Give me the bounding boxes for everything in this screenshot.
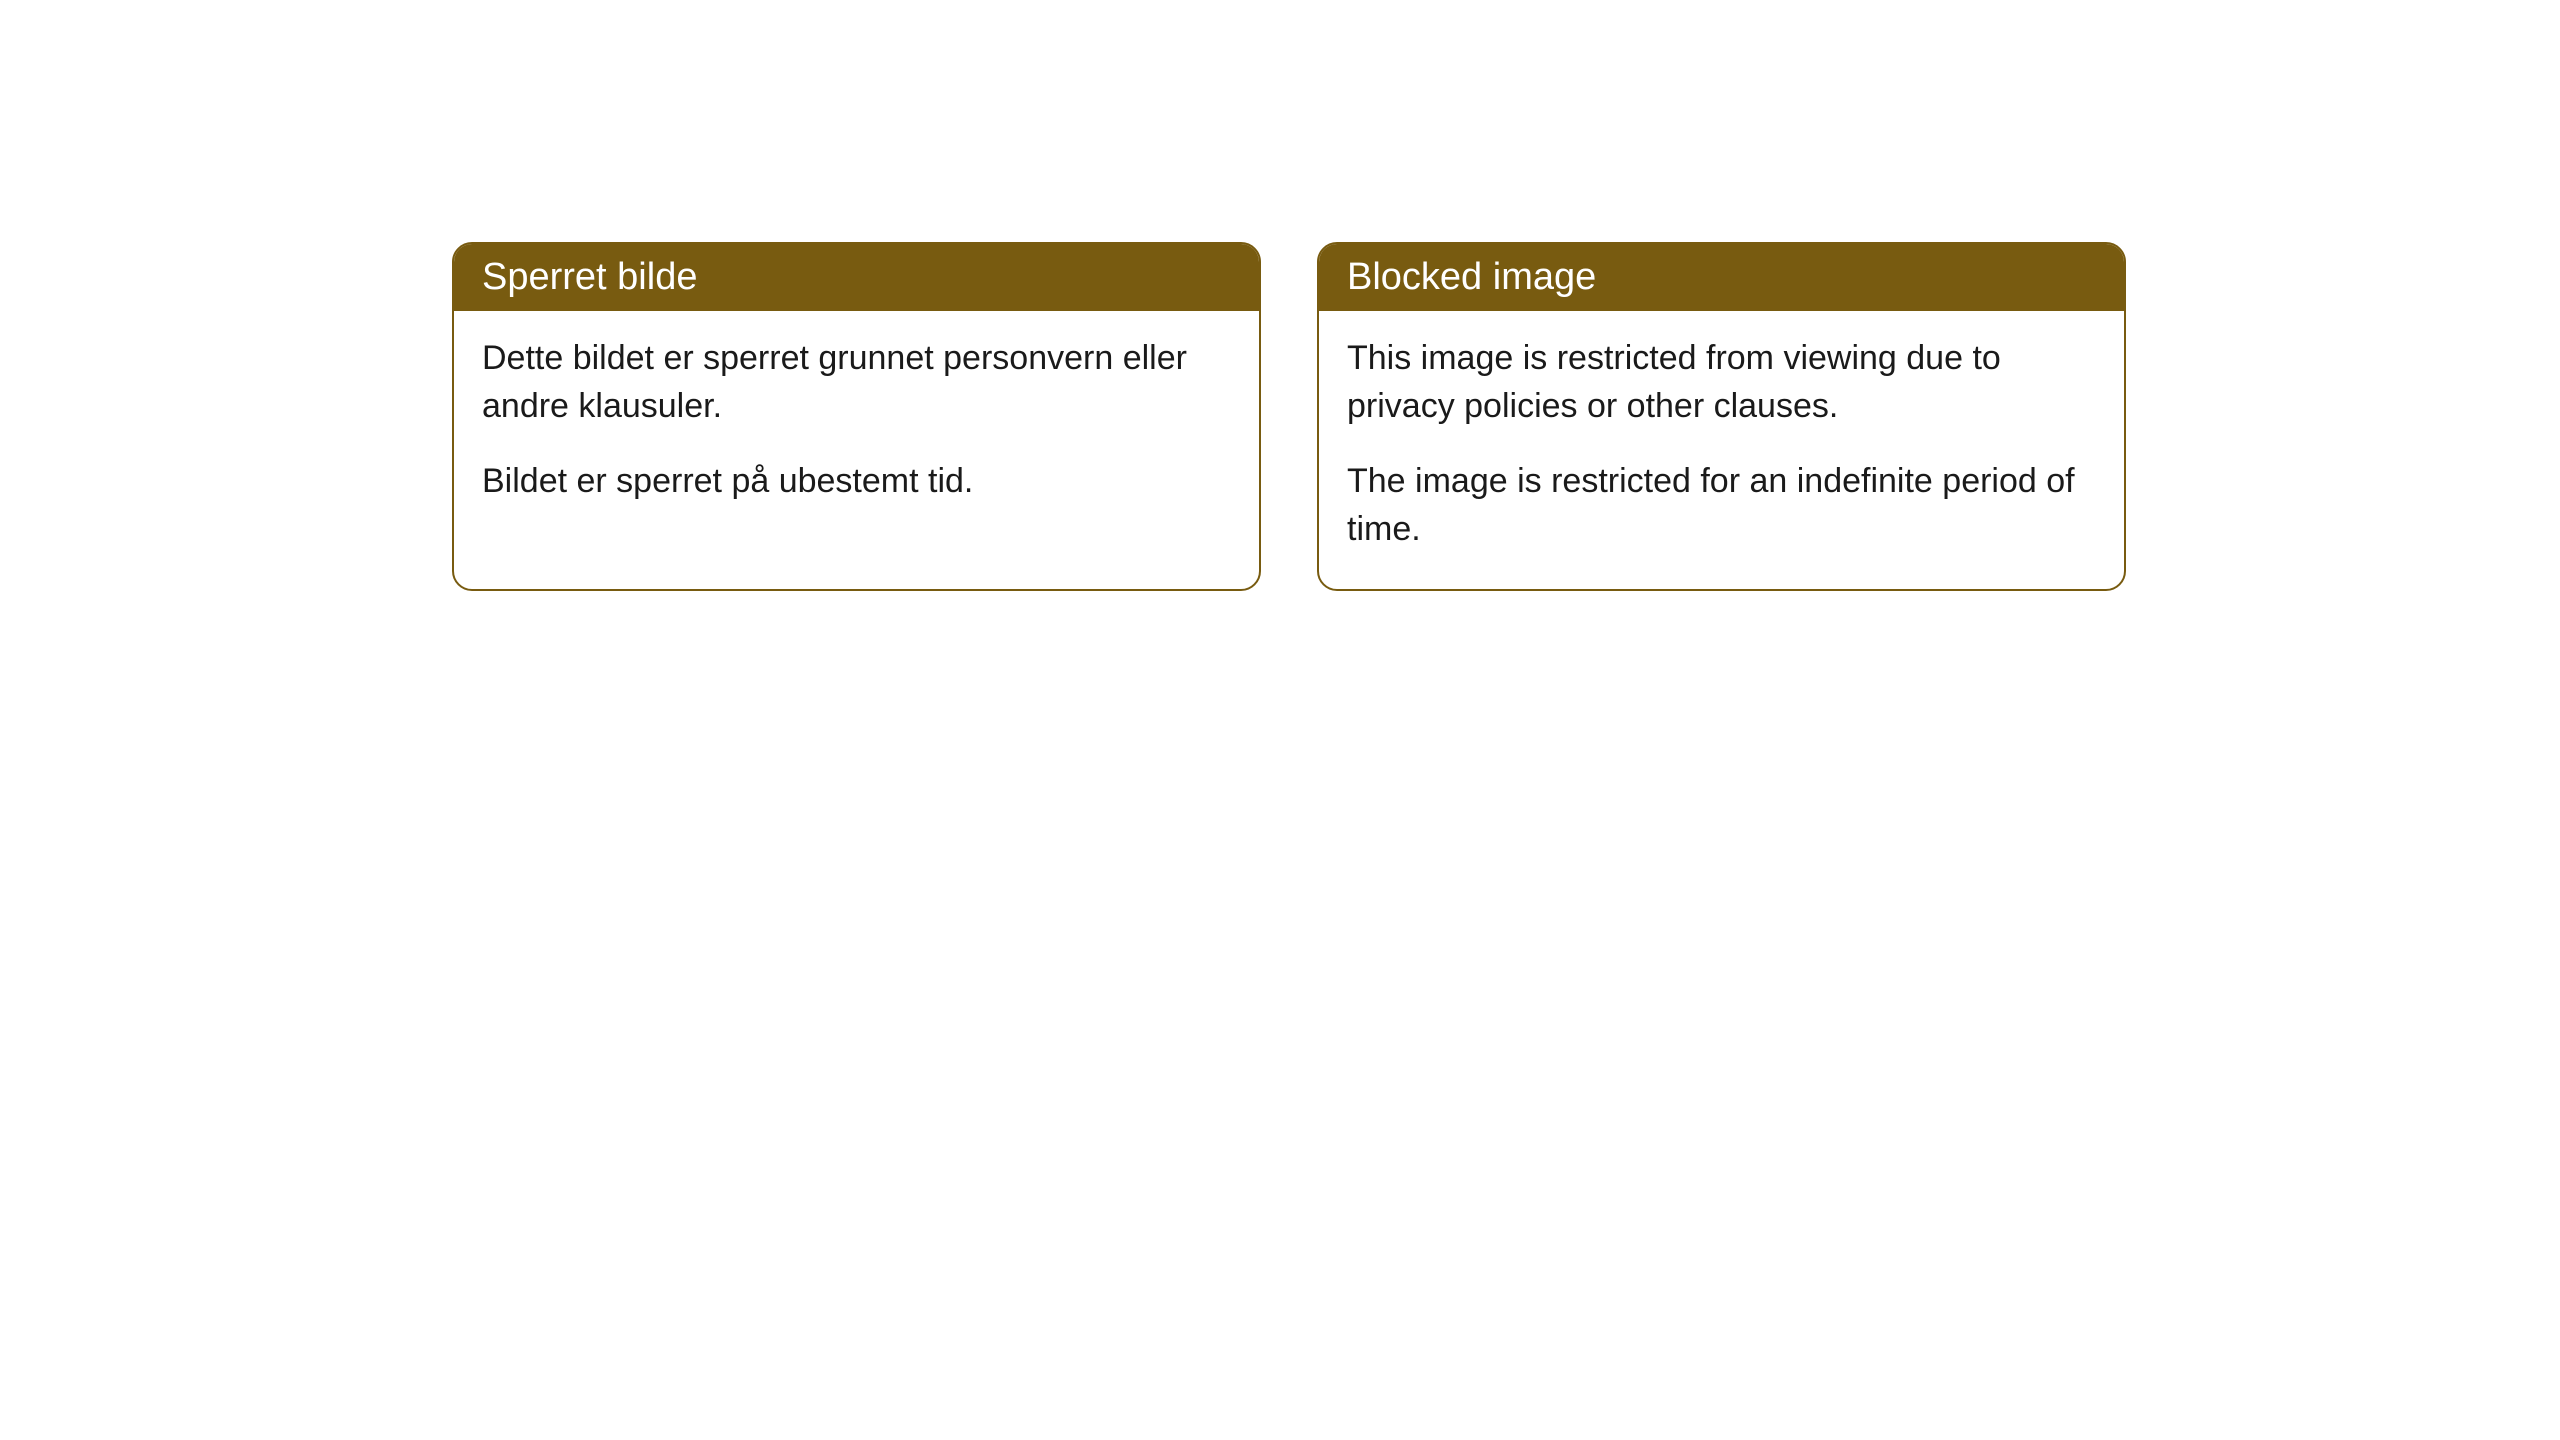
card-body-english: This image is restricted from viewing du… — [1319, 311, 2124, 589]
card-paragraph: Dette bildet er sperret grunnet personve… — [482, 335, 1231, 430]
card-header-english: Blocked image — [1319, 244, 2124, 311]
card-body-norwegian: Dette bildet er sperret grunnet personve… — [454, 311, 1259, 542]
card-paragraph: The image is restricted for an indefinit… — [1347, 458, 2096, 553]
card-paragraph: Bildet er sperret på ubestemt tid. — [482, 458, 1231, 506]
card-title: Blocked image — [1347, 256, 1596, 298]
card-title: Sperret bilde — [482, 256, 697, 298]
card-header-norwegian: Sperret bilde — [454, 244, 1259, 311]
notice-cards-container: Sperret bilde Dette bildet er sperret gr… — [452, 242, 2560, 591]
card-paragraph: This image is restricted from viewing du… — [1347, 335, 2096, 430]
notice-card-english: Blocked image This image is restricted f… — [1317, 242, 2126, 591]
notice-card-norwegian: Sperret bilde Dette bildet er sperret gr… — [452, 242, 1261, 591]
